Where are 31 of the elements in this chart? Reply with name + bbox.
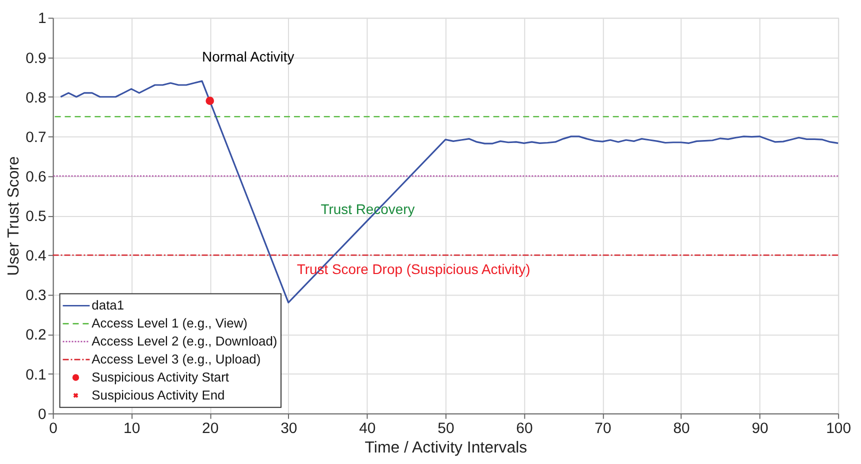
legend-label: Access Level 3 (e.g., Upload) (92, 352, 261, 367)
legend-label: Access Level 1 (e.g., View) (92, 316, 248, 331)
legend-label: data1 (92, 298, 124, 313)
y-tick-label: 0 (38, 406, 46, 423)
x-tick-label: 90 (752, 420, 768, 437)
legend-label: Suspicious Activity End (92, 387, 225, 402)
y-tick-label: 0.8 (26, 89, 46, 106)
x-tick-label: 70 (594, 420, 612, 437)
annotation: Normal Activity (202, 48, 294, 65)
y-tick-label: 0.3 (26, 287, 46, 304)
y-tick-label: 0.4 (26, 248, 46, 265)
y-axis-title: User Trust Score (6, 156, 23, 276)
x-tick-label: 80 (673, 420, 690, 437)
x-axis-title: Time / Activity Intervals (364, 440, 528, 457)
y-tick-label: 1 (38, 10, 46, 28)
legend-label: Access Level 2 (e.g., Download) (92, 334, 278, 349)
x-tick-label: 10 (124, 420, 140, 437)
y-tick-label: 0.5 (26, 208, 46, 226)
legend-label: Suspicious Activity Start (92, 369, 230, 384)
x-tick-label: 0 (49, 420, 58, 437)
y-tick-label: 0.7 (26, 128, 46, 146)
y-tick-label: 0.9 (26, 50, 46, 67)
y-tick-label: 0.2 (26, 326, 46, 344)
x-tick-label: 50 (438, 420, 454, 437)
x-tick-label: 60 (516, 420, 533, 437)
x-tick-label: 40 (359, 420, 376, 437)
x-tick-label: 20 (202, 420, 219, 437)
y-tick-label: 0.1 (26, 366, 46, 384)
y-tick-label: 0.6 (26, 168, 46, 186)
x-tick-label: 100 (826, 420, 852, 437)
x-tick-label: 30 (280, 420, 298, 437)
